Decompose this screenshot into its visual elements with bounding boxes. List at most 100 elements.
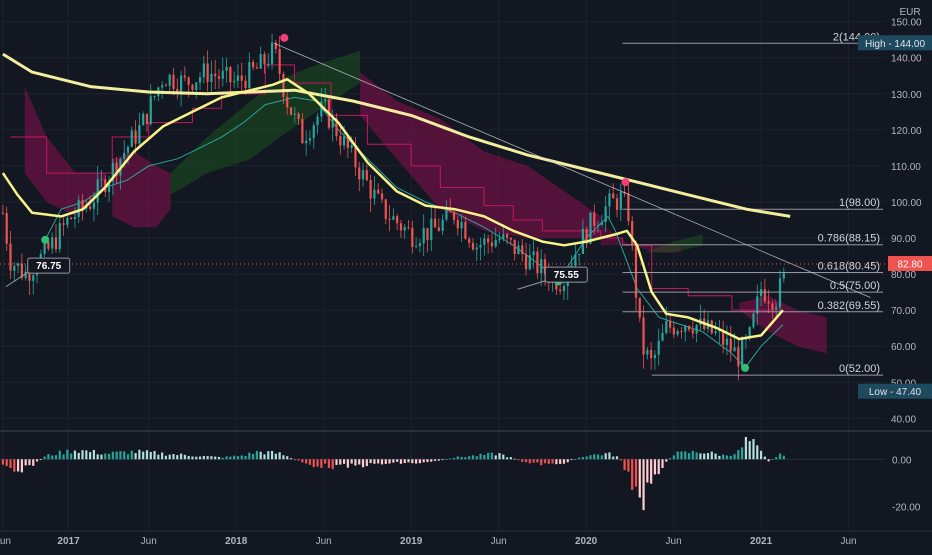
osc-bar xyxy=(339,459,342,465)
cloud-segment xyxy=(170,50,361,195)
osc-bar xyxy=(589,455,592,460)
low-badge-bg xyxy=(858,383,932,399)
osc-bar xyxy=(157,454,160,460)
osc-bar xyxy=(202,455,205,460)
osc-bar xyxy=(634,459,638,487)
osc-bar xyxy=(672,455,675,460)
osc-bar xyxy=(58,450,61,460)
indicator-lines xyxy=(10,64,784,369)
cloud-segment xyxy=(360,72,601,238)
candle-body xyxy=(524,253,528,270)
osc-bar xyxy=(559,459,562,464)
osc-bar xyxy=(346,459,349,468)
candle-body xyxy=(782,272,785,279)
osc-bar xyxy=(138,449,141,460)
osc-bar xyxy=(206,456,209,460)
callout-label: 75.55 xyxy=(554,270,579,281)
candle-body xyxy=(756,296,759,314)
candle-body xyxy=(521,245,524,254)
candle-body xyxy=(725,338,729,345)
osc-bar xyxy=(81,450,84,460)
candle-body xyxy=(164,85,168,87)
candle-body xyxy=(596,225,600,227)
osc-bar xyxy=(214,456,217,460)
candle-body xyxy=(490,242,494,247)
candle-body xyxy=(433,218,437,228)
time-tick-label: 2018 xyxy=(225,536,248,547)
osc-bar xyxy=(96,454,99,460)
candle-body xyxy=(631,220,634,246)
candle-body xyxy=(634,245,638,298)
fib-label: 0.786(88.15) xyxy=(818,233,880,245)
candle-body xyxy=(468,238,471,243)
osc-bar xyxy=(524,459,528,463)
osc-bar xyxy=(642,459,645,511)
candle-body xyxy=(217,76,221,79)
candle-body xyxy=(767,301,770,304)
candle-body xyxy=(233,80,236,83)
osc-bar xyxy=(274,453,277,460)
osc-bar xyxy=(286,456,289,460)
time-tick-label: 2020 xyxy=(575,536,598,547)
candle-body xyxy=(479,245,482,248)
candle-body xyxy=(267,63,270,65)
candle-body xyxy=(600,221,603,226)
price-tick-label: 150.00 xyxy=(891,18,922,29)
candle-body xyxy=(369,180,372,199)
candle-body xyxy=(502,234,505,239)
candle-body xyxy=(729,338,732,352)
cloud-segment xyxy=(739,295,827,354)
candle-body xyxy=(638,297,641,318)
candle-body xyxy=(608,193,611,207)
grid xyxy=(0,0,932,532)
osc-bar xyxy=(737,449,740,460)
osc-bar xyxy=(433,459,437,461)
osc-bar xyxy=(164,455,168,460)
osc-bar xyxy=(505,457,509,460)
osc-bar xyxy=(744,437,748,460)
osc-bar xyxy=(225,456,228,460)
osc-bar xyxy=(604,453,607,460)
candle-body xyxy=(483,238,486,246)
osc-bar xyxy=(77,452,80,460)
candle-body xyxy=(346,136,349,148)
candle-body xyxy=(142,113,145,126)
osc-bar xyxy=(411,459,414,464)
signal-marker xyxy=(741,363,750,372)
price-tick-label: 70.00 xyxy=(891,306,916,317)
candle-body xyxy=(657,340,660,355)
last-price-badge: 82.80 xyxy=(888,256,932,272)
osc-bar xyxy=(62,454,65,460)
osc-bar xyxy=(142,451,145,460)
osc-bar xyxy=(574,459,577,460)
candle-body xyxy=(532,251,535,256)
osc-bar xyxy=(775,457,778,460)
osc-bar xyxy=(16,459,20,472)
candle-body xyxy=(741,339,744,367)
callout-arrow xyxy=(5,270,30,288)
osc-bar xyxy=(729,455,732,460)
osc-bar xyxy=(342,459,346,464)
osc-bar xyxy=(653,459,657,475)
candle-body xyxy=(28,271,31,281)
fib-label: 0.382(69.55) xyxy=(818,300,880,312)
osc-bar xyxy=(316,459,319,467)
candle-body xyxy=(384,199,387,219)
candle-body xyxy=(206,63,209,82)
osc-bar xyxy=(600,455,603,460)
osc-bar xyxy=(70,453,73,460)
candle-body xyxy=(578,253,581,255)
osc-bar xyxy=(233,455,236,460)
candle-body xyxy=(722,330,725,345)
cloud-segment xyxy=(644,234,703,253)
osc-bar xyxy=(490,452,494,460)
osc-bar xyxy=(327,459,331,468)
candle-body xyxy=(293,113,296,115)
osc-bar xyxy=(134,453,137,460)
osc-bar xyxy=(297,459,300,461)
candle-body xyxy=(195,82,198,90)
osc-bar xyxy=(282,455,285,460)
osc-bar xyxy=(487,452,490,460)
osc-bar xyxy=(748,441,751,460)
